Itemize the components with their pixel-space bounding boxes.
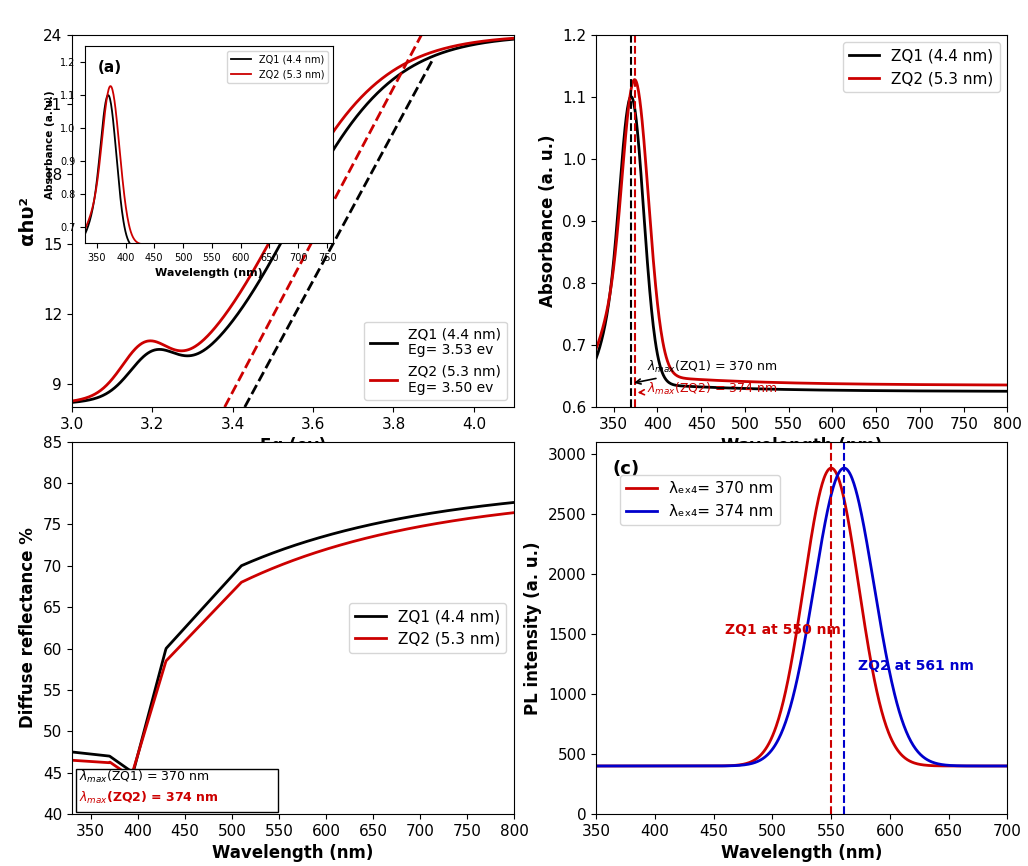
Text: $\lambda_{max}$(ZQ2) = 374 nm: $\lambda_{max}$(ZQ2) = 374 nm [639, 381, 778, 397]
Text: (c): (c) [613, 461, 639, 478]
X-axis label: Wavelength (nm): Wavelength (nm) [722, 844, 882, 863]
Legend: ZQ1 (4.4 nm), ZQ2 (5.3 nm): ZQ1 (4.4 nm), ZQ2 (5.3 nm) [843, 42, 1000, 92]
X-axis label: Wavelength (nm): Wavelength (nm) [722, 437, 882, 456]
Y-axis label: αhυ²: αhυ² [19, 197, 37, 245]
Legend: λₑₓ₄= 370 nm, λₑₓ₄= 374 nm: λₑₓ₄= 370 nm, λₑₓ₄= 374 nm [620, 475, 779, 525]
Text: $\lambda_{max}$(ZQ1) = 370 nm: $\lambda_{max}$(ZQ1) = 370 nm [635, 359, 778, 384]
Legend: ZQ1 (4.4 nm)
Eg= 3.53 ev, ZQ2 (5.3 nm)
Eg= 3.50 ev: ZQ1 (4.4 nm) Eg= 3.53 ev, ZQ2 (5.3 nm) E… [364, 321, 507, 400]
Text: $\lambda_{max}$(ZQ1) = 370 nm: $\lambda_{max}$(ZQ1) = 370 nm [79, 769, 210, 785]
Y-axis label: Absorbance (a. u.): Absorbance (a. u.) [539, 134, 557, 307]
X-axis label: Eg (ev): Eg (ev) [260, 437, 326, 456]
Text: ZQ1 at 550 nm: ZQ1 at 550 nm [726, 623, 841, 637]
Text: $\lambda_{max}$(ZQ2) = 374 nm: $\lambda_{max}$(ZQ2) = 374 nm [79, 790, 219, 805]
Bar [76, 768, 278, 811]
Legend: ZQ1 (4.4 nm), ZQ2 (5.3 nm): ZQ1 (4.4 nm), ZQ2 (5.3 nm) [350, 603, 507, 653]
Y-axis label: Diffuse reflectance %: Diffuse reflectance % [20, 527, 37, 728]
Text: ZQ2 at 561 nm: ZQ2 at 561 nm [858, 659, 975, 673]
Y-axis label: PL intensity (a. u.): PL intensity (a. u.) [524, 541, 543, 714]
X-axis label: Wavelength (nm): Wavelength (nm) [213, 844, 373, 863]
